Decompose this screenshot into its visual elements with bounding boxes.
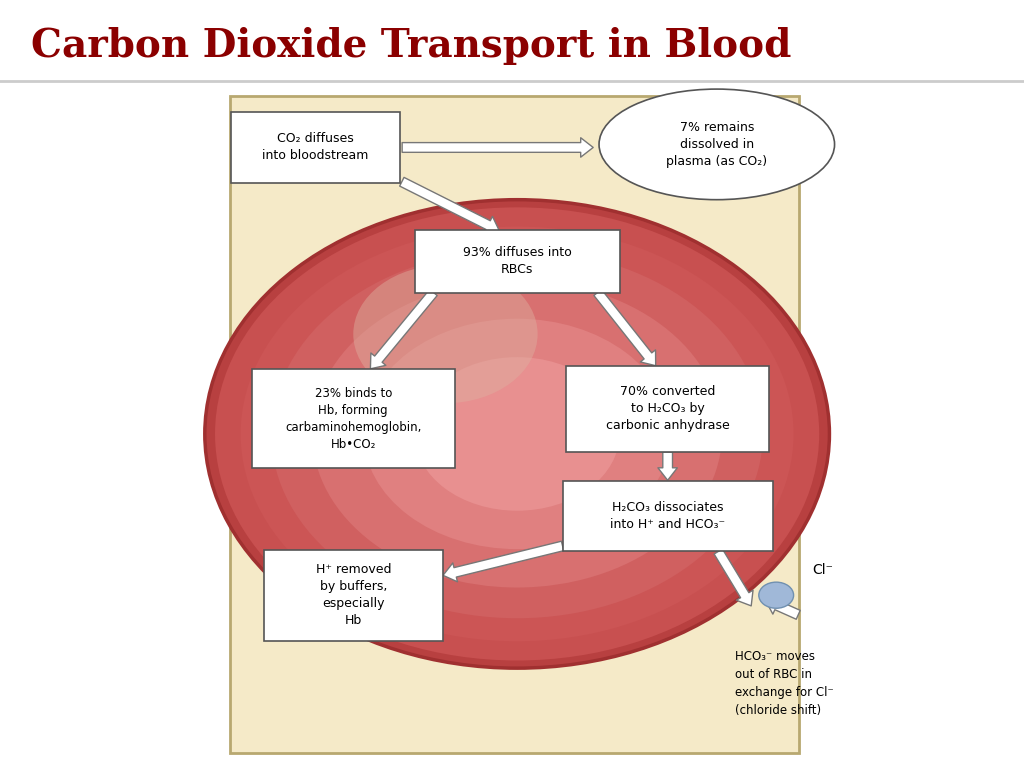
- Text: 70% converted
to H₂CO₃ by
carbonic anhydrase: 70% converted to H₂CO₃ by carbonic anhyd…: [606, 385, 729, 432]
- FancyArrowPatch shape: [714, 549, 753, 606]
- FancyBboxPatch shape: [252, 369, 455, 468]
- Circle shape: [215, 207, 819, 660]
- Text: H₂CO₃ dissociates
into H⁺ and HCO₃⁻: H₂CO₃ dissociates into H⁺ and HCO₃⁻: [610, 501, 725, 531]
- FancyArrowPatch shape: [402, 137, 593, 157]
- Circle shape: [759, 582, 794, 608]
- Circle shape: [241, 227, 794, 641]
- FancyArrowPatch shape: [443, 541, 564, 582]
- FancyBboxPatch shape: [566, 366, 769, 452]
- FancyBboxPatch shape: [230, 112, 399, 183]
- FancyArrowPatch shape: [594, 290, 655, 366]
- Text: H⁺ removed
by buffers,
especially
Hb: H⁺ removed by buffers, especially Hb: [315, 563, 391, 627]
- FancyArrowPatch shape: [371, 290, 437, 369]
- Ellipse shape: [599, 89, 835, 200]
- Circle shape: [415, 357, 620, 511]
- Text: 93% diffuses into
RBCs: 93% diffuses into RBCs: [463, 246, 571, 276]
- FancyArrowPatch shape: [399, 177, 500, 233]
- FancyBboxPatch shape: [230, 96, 799, 753]
- Circle shape: [312, 280, 722, 588]
- Text: Carbon Dioxide Transport in Blood: Carbon Dioxide Transport in Blood: [31, 27, 792, 65]
- Text: Cl⁻: Cl⁻: [812, 563, 834, 577]
- Circle shape: [353, 265, 538, 403]
- Text: 23% binds to
Hb, forming
carbaminohemoglobin,
Hb•CO₂: 23% binds to Hb, forming carbaminohemogl…: [285, 386, 422, 451]
- Circle shape: [205, 200, 829, 668]
- Text: 7% remains
dissolved in
plasma (as CO₂): 7% remains dissolved in plasma (as CO₂): [667, 121, 767, 168]
- FancyArrowPatch shape: [658, 452, 677, 480]
- Text: HCO₃⁻ moves
out of RBC in
exchange for Cl⁻
(chloride shift): HCO₃⁻ moves out of RBC in exchange for C…: [735, 650, 834, 717]
- FancyArrowPatch shape: [765, 597, 800, 619]
- Circle shape: [364, 319, 671, 549]
- Circle shape: [271, 250, 763, 618]
- Text: CO₂ diffuses
into bloodstream: CO₂ diffuses into bloodstream: [262, 132, 369, 163]
- FancyBboxPatch shape: [415, 230, 620, 293]
- FancyBboxPatch shape: [263, 550, 442, 641]
- FancyBboxPatch shape: [563, 481, 772, 551]
